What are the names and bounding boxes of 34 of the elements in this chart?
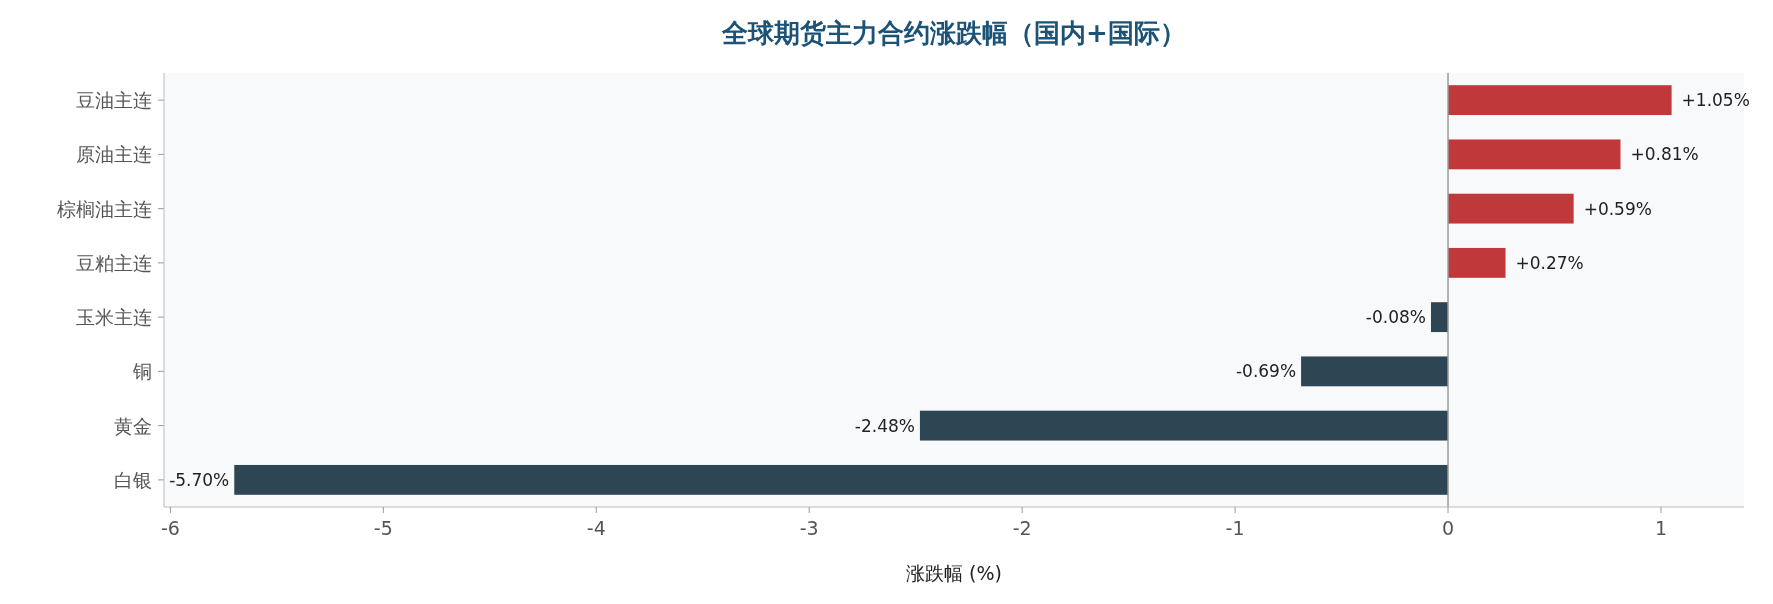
bar: [919, 410, 1449, 441]
bar: [1448, 139, 1621, 170]
x-tick-label: -1: [1225, 517, 1245, 539]
data-label: +0.59%: [1583, 198, 1652, 219]
data-label: -5.70%: [169, 469, 230, 490]
chart-title: 全球期货主力合约涨跌幅（国内+国际）: [721, 18, 1186, 48]
y-tick-label: 豆油主连: [76, 89, 152, 112]
x-tick-label: -2: [1012, 517, 1032, 539]
bar: [1448, 247, 1506, 278]
bar: [1448, 85, 1672, 116]
y-tick-label: 棕榈油主连: [57, 197, 152, 220]
data-label: +0.27%: [1515, 252, 1584, 273]
x-tick-label: -4: [586, 517, 606, 539]
x-tick-label: -6: [160, 517, 180, 539]
x-tick-label: 1: [1654, 517, 1667, 539]
x-tick-label: -5: [373, 517, 393, 539]
data-label: -2.48%: [854, 415, 915, 436]
data-label: -0.69%: [1235, 361, 1297, 382]
y-tick-label: 玉米主连: [76, 306, 152, 329]
data-label: +1.05%: [1681, 90, 1750, 111]
data-label: -0.08%: [1365, 307, 1426, 328]
x-tick-label: 0: [1441, 517, 1455, 539]
data-label: +0.81%: [1630, 144, 1699, 165]
y-tick-label: 黄金: [114, 414, 152, 437]
y-tick-label: 豆粕主连: [76, 251, 152, 274]
bar: [1301, 356, 1449, 387]
y-tick-label: 白银: [114, 468, 152, 491]
x-tick-label: -3: [799, 517, 819, 539]
y-tick-label: 铜: [132, 360, 152, 383]
y-tick-label: 原油主连: [76, 143, 152, 166]
x-axis-title: 涨跌幅 (%): [906, 562, 1002, 584]
bar: [1448, 193, 1574, 224]
bar: [234, 464, 1449, 495]
bar: [1430, 302, 1449, 333]
